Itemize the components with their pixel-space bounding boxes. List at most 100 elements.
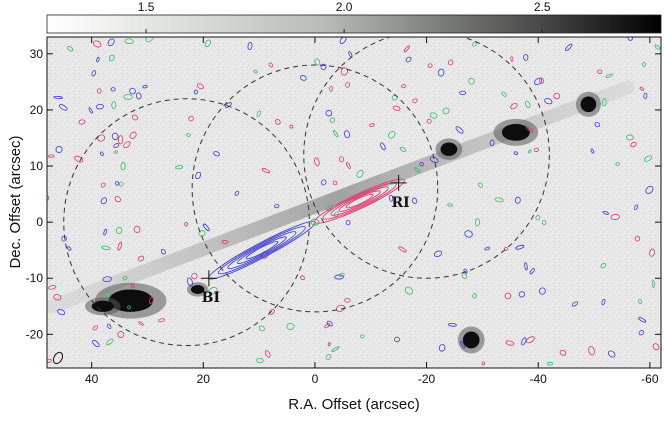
contour-speckle — [630, 141, 637, 148]
colorbar-tick-label: 1.5 — [138, 0, 155, 14]
contour-speckle — [188, 115, 194, 122]
contour-speckle — [510, 56, 514, 62]
contour-speckle — [158, 318, 165, 323]
blue-lobe-contour — [217, 226, 306, 275]
contour-speckle — [388, 131, 396, 139]
x-tick-label: -60 — [641, 372, 659, 386]
contour-speckle — [100, 182, 106, 188]
red-lobe-contour — [338, 190, 381, 212]
x-tick-label: -20 — [418, 372, 436, 386]
red-lobe-contour — [322, 182, 397, 220]
contour-speckle — [325, 109, 333, 117]
contour-speckle — [505, 340, 515, 346]
emission-knot — [91, 300, 114, 312]
contour-speckle — [108, 54, 115, 62]
contour-speckle — [58, 104, 68, 111]
contour-speckle — [380, 142, 386, 151]
field-of-view-circle — [63, 98, 310, 347]
contour-speckle — [129, 131, 137, 139]
field-of-view-circle — [303, 37, 550, 279]
contour-speckle — [474, 218, 480, 227]
contour-speckle — [289, 124, 294, 129]
contour-speckle — [213, 151, 220, 157]
contour-speckle — [600, 263, 607, 269]
contour-speckle — [53, 294, 62, 301]
contour-speckle — [314, 58, 321, 66]
contour-speckle — [92, 340, 100, 348]
contour-speckle — [411, 197, 418, 204]
contour-speckle — [256, 110, 262, 117]
colorbar-tick-label: 2.0 — [336, 0, 353, 14]
contour-speckle — [533, 147, 539, 153]
contour-speckle — [534, 77, 543, 86]
contour-speckle — [594, 121, 601, 128]
y-tick-label: -10 — [26, 271, 44, 285]
contour-speckle — [478, 182, 483, 188]
contour-speckle — [356, 169, 364, 178]
contour-speckle — [102, 276, 112, 283]
contour-speckle — [442, 107, 450, 115]
contour-speckle — [91, 70, 97, 77]
contour-speckle — [148, 296, 154, 304]
contour-speckle — [605, 73, 613, 78]
contour-speckle — [111, 132, 119, 141]
contour-speckle — [329, 86, 334, 92]
contour-speckle — [253, 69, 258, 74]
contour-speckle — [448, 59, 454, 66]
contour-speckle — [88, 107, 93, 114]
plot-frame — [46, 36, 662, 369]
contour-speckle — [588, 346, 595, 356]
contour-speckle — [208, 287, 218, 295]
contour-speckle — [186, 133, 191, 137]
contour-speckle — [120, 162, 126, 171]
contour-speckle — [111, 101, 117, 109]
contour-speckle — [115, 226, 123, 234]
x-tick-label: 40 — [85, 372, 99, 386]
contour-speckle — [643, 92, 648, 99]
contour-speckle — [114, 181, 120, 186]
contour-speckle — [221, 239, 229, 245]
contour-speckle — [321, 179, 327, 186]
red-lobe-contour — [345, 193, 374, 209]
contour-speckle — [602, 210, 609, 215]
bright-knots — [84, 91, 601, 354]
red-lobe-contour — [330, 186, 389, 216]
knot-label: BI — [202, 290, 220, 306]
blue-lobe-contour — [227, 231, 297, 270]
y-tick-label: 30 — [30, 47, 44, 61]
contour-speckle — [412, 98, 418, 104]
contour-speckle — [113, 143, 120, 149]
contour-speckle — [481, 361, 486, 366]
contour-speckle — [414, 167, 421, 173]
emission-knot — [501, 123, 530, 141]
contour-speckle — [184, 221, 189, 227]
contour-speckle — [130, 283, 135, 288]
contour-speckle — [654, 44, 661, 50]
contour-speckle — [521, 337, 527, 346]
contour-speckle — [136, 92, 142, 100]
contour-speckle — [437, 68, 445, 77]
contour-speckle — [515, 244, 525, 250]
contour-speckle — [320, 63, 327, 70]
contour-speckle — [142, 84, 148, 89]
contour-speckle — [332, 180, 338, 186]
contour-speckle — [389, 194, 394, 202]
contour-speckle — [525, 100, 531, 109]
contour-speckle — [92, 325, 98, 331]
emission-knot — [191, 284, 205, 294]
knot-annotations: BI RI — [200, 174, 410, 306]
y-axis-ticks: 30 20 10 0 -10 -20 — [26, 47, 661, 341]
contour-speckle — [74, 155, 84, 163]
colorbar-tick-label: 2.5 — [534, 0, 551, 14]
y-tick-label: -20 — [26, 327, 44, 341]
contour-speckle — [78, 119, 86, 125]
contour-speckle — [464, 230, 473, 238]
contour-speckle — [123, 94, 133, 100]
colorbar-ticks: 1.5 2.0 2.5 — [138, 0, 551, 33]
contour-speckle — [529, 268, 535, 275]
contour-speckle — [332, 130, 339, 138]
contour-speckle — [544, 98, 553, 105]
contour-speckle — [113, 150, 118, 154]
contour-speckle — [459, 90, 467, 95]
contour-speckle — [314, 157, 320, 167]
